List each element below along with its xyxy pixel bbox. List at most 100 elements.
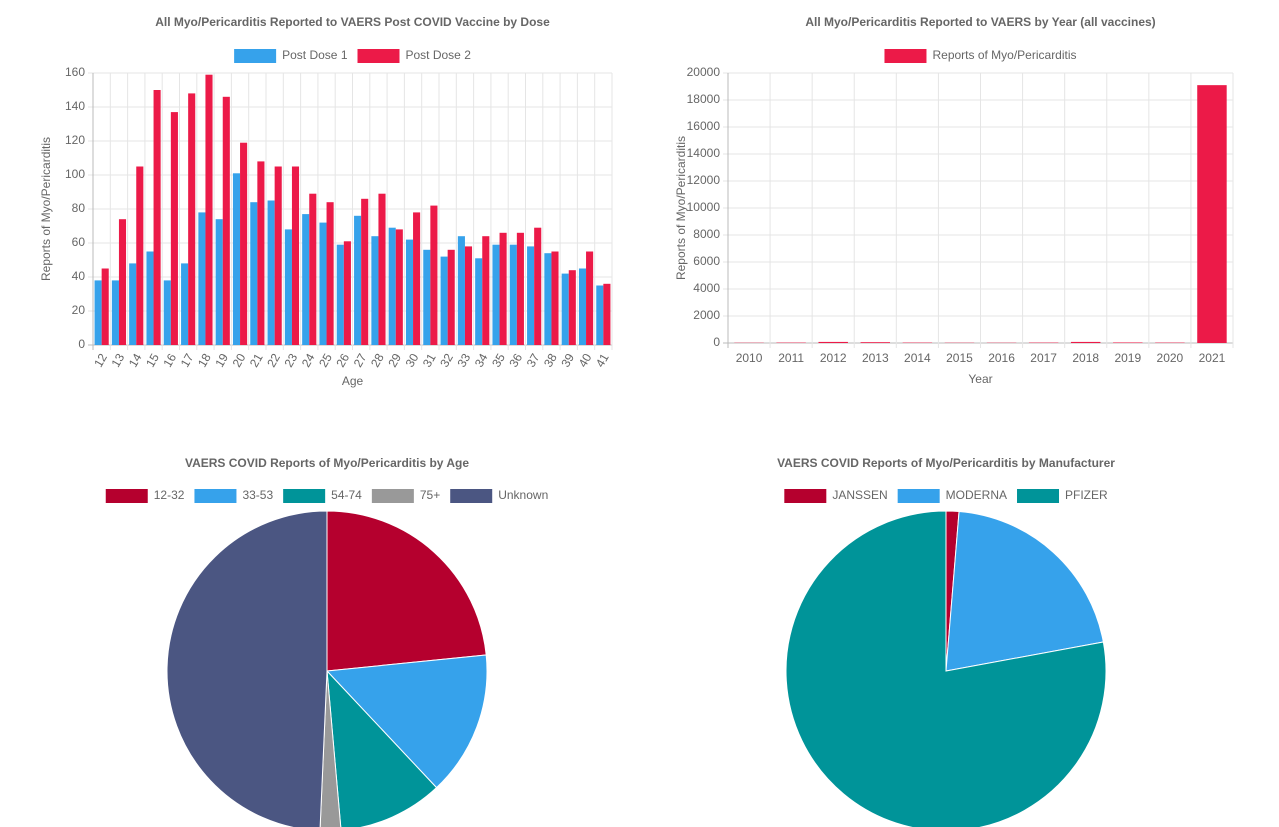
pie-slice [326, 510, 487, 672]
legend: Post Dose 1 Post Dose 2 [234, 48, 471, 63]
x-tick-label: 2020 [1157, 351, 1184, 365]
x-tick-label: 26 [333, 351, 352, 370]
y-tick-label: 40 [72, 269, 86, 283]
x-tick-label: 22 [264, 351, 283, 370]
chart-title: VAERS COVID Reports of Myo/Pericarditis … [777, 456, 1115, 470]
legend-label: Reports of Myo/Pericarditis [932, 48, 1076, 62]
y-tick-label: 160 [65, 65, 85, 79]
legend-swatch [283, 489, 326, 503]
x-tick-label: 32 [437, 351, 456, 370]
bar [232, 173, 241, 345]
bar [534, 227, 542, 345]
legend-label: 33-53 [242, 488, 273, 502]
x-tick-label: 39 [558, 351, 577, 370]
bar [413, 212, 421, 345]
bar [284, 229, 292, 345]
bar [388, 227, 396, 345]
x-tick-label: 28 [368, 351, 387, 370]
bar [578, 268, 587, 345]
legend-label: 12-32 [154, 488, 185, 502]
bar [163, 280, 171, 345]
bar [509, 244, 517, 345]
legend: Reports of Myo/Pericarditis [884, 48, 1077, 63]
bar [181, 263, 189, 345]
x-tick-label: 37 [524, 351, 543, 370]
bar [302, 214, 310, 345]
bar [596, 285, 604, 345]
bar [499, 232, 507, 345]
bar [170, 112, 178, 345]
x-tick-label: 16 [160, 351, 179, 370]
legend-swatch [884, 49, 927, 63]
bar [222, 96, 230, 345]
legend-swatch [1017, 489, 1060, 503]
x-axis-title: Age [342, 374, 364, 388]
y-axis-title: Reports of Myo/Pericarditis [39, 137, 53, 281]
legend: JANSSEN MODERNA PFIZER [784, 488, 1108, 503]
bar [860, 342, 891, 343]
bar [1113, 342, 1143, 343]
x-tick-label: 29 [385, 351, 404, 370]
bar [371, 236, 379, 345]
y-tick-label: 12000 [687, 173, 721, 187]
y-tick-label: 20000 [687, 65, 721, 79]
legend-swatch [194, 489, 237, 503]
x-tick-label: 25 [316, 351, 335, 370]
pie-slice [945, 510, 1104, 672]
bar [568, 270, 576, 345]
bar [551, 251, 559, 345]
bar [118, 219, 127, 345]
y-tick-label: 2000 [693, 308, 720, 322]
bar [274, 166, 282, 345]
y-tick-label: 10000 [687, 200, 721, 214]
bar [136, 166, 144, 345]
y-tick-label: 120 [65, 133, 85, 147]
x-tick-label: 19 [212, 351, 231, 370]
x-tick-label: 41 [593, 351, 612, 370]
legend-label: PFIZER [1065, 488, 1108, 502]
x-tick-label: 38 [541, 351, 560, 370]
legend: 12-32 33-53 54-74 75+ Unknown [105, 488, 548, 503]
legend-swatch [897, 489, 940, 503]
y-tick-label: 60 [72, 235, 86, 249]
x-tick-label: 34 [472, 351, 491, 370]
x-tick-label: 2011 [778, 351, 804, 365]
bar [101, 268, 109, 345]
bar [430, 205, 438, 345]
y-tick-label: 80 [72, 201, 86, 215]
legend-swatch [357, 49, 400, 63]
bar [482, 236, 490, 345]
bar [423, 249, 431, 345]
chart-title: VAERS COVID Reports of Myo/Pericarditis … [185, 456, 469, 470]
bar [561, 273, 569, 345]
y-axis-title: Reports of Myo/Pericarditis [674, 136, 688, 280]
bar [405, 239, 414, 345]
x-tick-label: 24 [299, 351, 318, 370]
pie-slice [325, 654, 488, 789]
legend-swatch [234, 49, 277, 63]
y-tick-label: 100 [65, 167, 85, 181]
legend-swatch [784, 489, 827, 503]
legend-label: MODERNA [946, 488, 1007, 502]
legend-swatch [450, 489, 493, 503]
legend-label: 54-74 [331, 488, 362, 502]
x-tick-label: 33 [454, 351, 473, 370]
bar [319, 222, 327, 345]
bar [153, 90, 161, 345]
bar [378, 193, 386, 345]
bar [440, 256, 448, 345]
bar [94, 280, 102, 345]
x-axis-title: Year [968, 372, 992, 386]
bar [464, 246, 473, 345]
x-tick-label: 2016 [988, 351, 1015, 365]
bar [544, 253, 552, 345]
pie-slice [166, 510, 328, 827]
x-tick-label: 2021 [1199, 351, 1226, 365]
x-tick-label: 2015 [946, 351, 973, 365]
bar [586, 251, 594, 345]
y-tick-label: 18000 [687, 92, 721, 106]
x-tick-label: 20 [230, 351, 249, 370]
bar [395, 229, 403, 345]
